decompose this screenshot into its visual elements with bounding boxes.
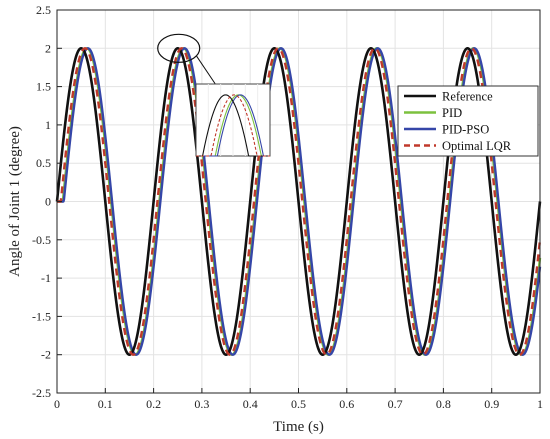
zoom-series-optimal-lqr [196,94,270,157]
y-tick-label: 2 [45,41,51,55]
y-tick-label: 0.5 [36,156,51,170]
zoom-ellipse [157,33,201,63]
y-tick-label: -0.5 [32,233,51,247]
x-axis-label: Time (s) [273,419,324,435]
x-tick-label: 0.9 [484,397,499,411]
y-tick-label: 2.5 [36,3,51,17]
x-tick-label: 0.6 [339,397,354,411]
x-tick-label: 0.8 [436,397,451,411]
x-tick-label: 0.3 [194,397,209,411]
x-tick-label: 0.7 [388,397,403,411]
zoom-connector-line [196,56,219,89]
axis-ticks: 0 0.1 0.2 0.3 0.4 0.5 0.6 0.7 0.8 0.9 1 -2.5 -2 -1.5 -… [32,3,543,411]
x-tick-label: 0.2 [146,397,161,411]
zoom-inset [157,33,271,157]
legend-label: PID-PSO [442,123,489,137]
legend-label: Optimal LQR [442,139,512,153]
x-tick-label: 0 [54,397,60,411]
y-tick-label: -2 [41,348,51,362]
y-tick-label: 1.5 [36,80,51,94]
y-tick-label: -1 [41,271,51,285]
y-tick-label: -1.5 [32,309,51,323]
y-tick-label: 1 [45,118,51,132]
legend: Reference PID PID-PSO Optimal LQR [397,85,539,157]
legend-box [397,85,539,157]
x-tick-label: 0.5 [291,397,306,411]
x-tick-label: 0.1 [98,397,113,411]
legend-label: Reference [442,90,493,104]
y-tick-label: -2.5 [32,386,51,400]
zoom-series-reference [196,94,270,157]
x-tick-label: 1 [537,397,543,411]
y-axis-label: Angle of Joint 1 (degree) [7,126,23,277]
series-line-reference [55,47,542,356]
x-tick-label: 0.4 [243,397,258,411]
legend-label: PID [442,106,462,120]
y-tick-label: 0 [45,195,51,209]
